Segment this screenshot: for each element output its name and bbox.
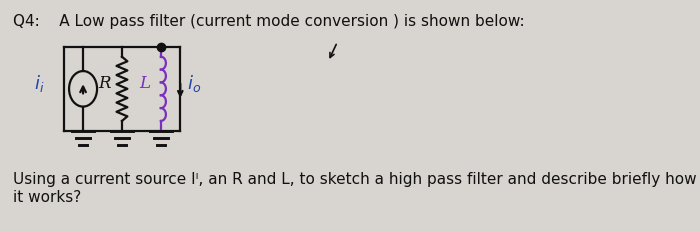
Text: it works?: it works? [13,190,81,205]
Text: $i_i$: $i_i$ [34,73,44,94]
Text: L: L [139,75,150,92]
Text: R: R [99,75,111,92]
Text: $i_o$: $i_o$ [186,73,201,94]
Text: Q4:    A Low pass filter (current mode conversion ) is shown below:: Q4: A Low pass filter (current mode conv… [13,14,525,29]
Text: Using a current source Iᴵ, an R and L, to sketch a high pass filter and describe: Using a current source Iᴵ, an R and L, t… [13,172,696,187]
